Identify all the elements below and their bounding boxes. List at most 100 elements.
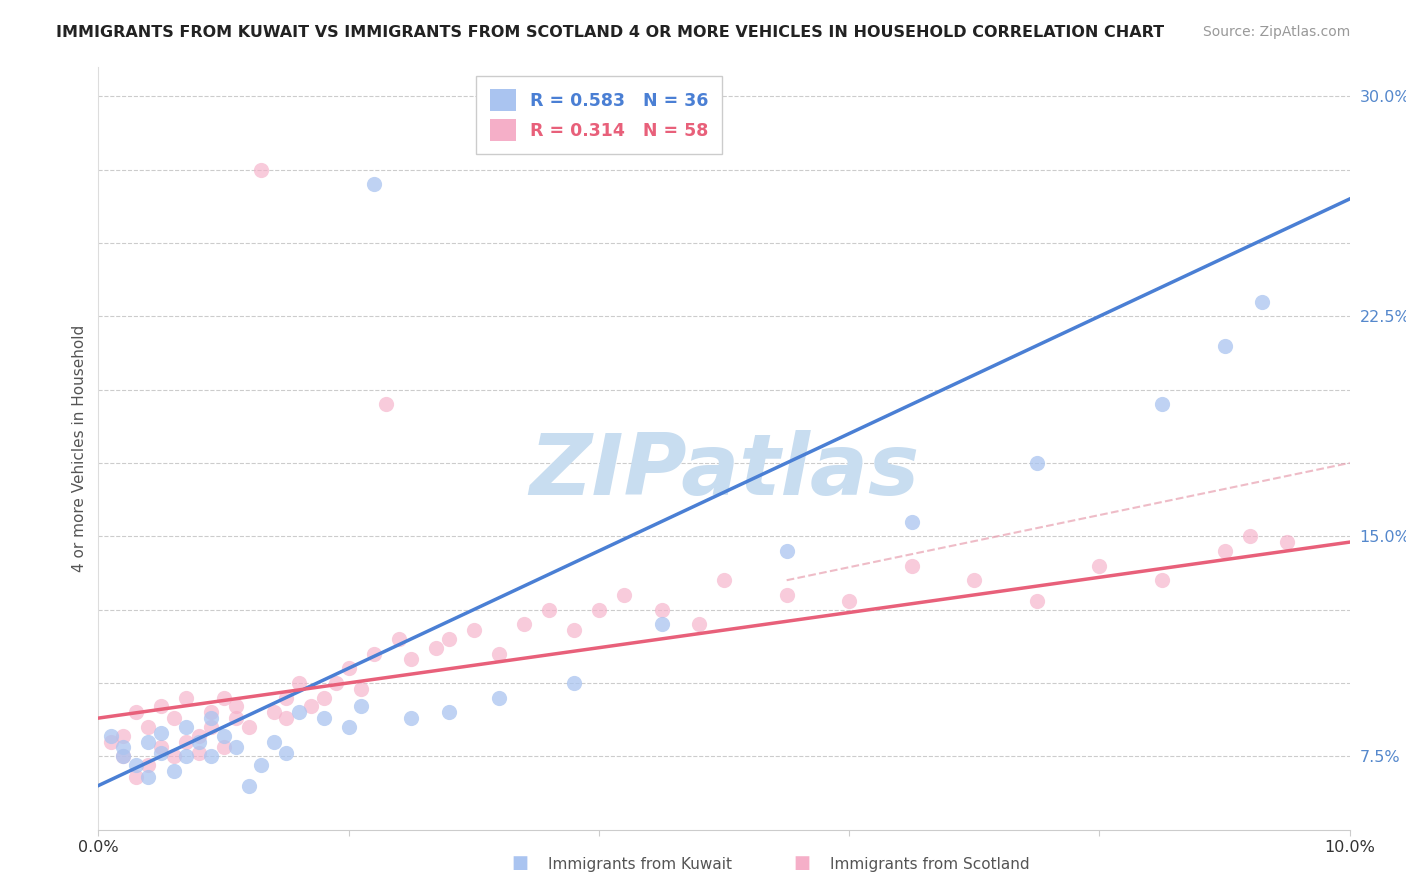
Point <box>537 602 560 616</box>
Point <box>174 690 197 705</box>
Point <box>337 720 360 734</box>
Point <box>425 640 447 655</box>
Point <box>337 661 360 675</box>
Point <box>187 729 209 743</box>
Text: ■: ■ <box>512 855 529 872</box>
Point <box>1251 294 1274 309</box>
Point <box>225 740 247 755</box>
Text: Source: ZipAtlas.com: Source: ZipAtlas.com <box>1202 25 1350 39</box>
Text: Immigrants from Scotland: Immigrants from Scotland <box>830 857 1029 872</box>
Point <box>463 623 485 637</box>
Point <box>212 729 235 743</box>
Point <box>963 573 986 587</box>
Point <box>312 690 335 705</box>
Point <box>1213 544 1236 558</box>
Point <box>274 711 298 725</box>
Point <box>713 573 735 587</box>
Legend: R = 0.583   N = 36, R = 0.314   N = 58: R = 0.583 N = 36, R = 0.314 N = 58 <box>475 76 723 154</box>
Point <box>162 764 184 778</box>
Point <box>225 711 247 725</box>
Point <box>187 746 209 760</box>
Point <box>650 602 672 616</box>
Point <box>900 515 922 529</box>
Point <box>125 705 148 719</box>
Point <box>299 699 322 714</box>
Point <box>350 699 373 714</box>
Point <box>200 711 222 725</box>
Y-axis label: 4 or more Vehicles in Household: 4 or more Vehicles in Household <box>72 325 87 572</box>
Point <box>250 162 273 177</box>
Point <box>437 632 460 646</box>
Point <box>363 178 385 192</box>
Point <box>100 734 122 748</box>
Point <box>138 720 160 734</box>
Point <box>488 690 510 705</box>
Point <box>150 746 173 760</box>
Point <box>212 690 235 705</box>
Point <box>263 734 285 748</box>
Point <box>776 544 799 558</box>
Point <box>312 711 335 725</box>
Point <box>174 749 197 764</box>
Point <box>138 770 160 784</box>
Point <box>274 690 298 705</box>
Point <box>274 746 298 760</box>
Point <box>138 734 160 748</box>
Point <box>588 602 610 616</box>
Point <box>112 749 135 764</box>
Point <box>100 729 122 743</box>
Point <box>437 705 460 719</box>
Point <box>350 681 373 696</box>
Point <box>112 749 135 764</box>
Point <box>613 588 636 602</box>
Point <box>375 397 398 411</box>
Point <box>1277 535 1299 549</box>
Point <box>513 617 536 632</box>
Point <box>187 734 209 748</box>
Point <box>401 711 423 725</box>
Point <box>1213 338 1236 352</box>
Point <box>125 770 148 784</box>
Point <box>225 699 247 714</box>
Point <box>1152 573 1174 587</box>
Point <box>287 705 309 719</box>
Point <box>238 720 260 734</box>
Point <box>776 588 799 602</box>
Point <box>1239 529 1261 543</box>
Point <box>112 740 135 755</box>
Point <box>200 705 222 719</box>
Point <box>162 749 184 764</box>
Point <box>388 632 411 646</box>
Point <box>325 676 347 690</box>
Point <box>1026 456 1049 470</box>
Point <box>287 676 309 690</box>
Point <box>488 647 510 661</box>
Point <box>1152 397 1174 411</box>
Point <box>688 617 710 632</box>
Point <box>212 740 235 755</box>
Point <box>125 758 148 772</box>
Point <box>150 725 173 739</box>
Point <box>562 676 585 690</box>
Point <box>174 734 197 748</box>
Point <box>162 711 184 725</box>
Point <box>1026 594 1049 608</box>
Point <box>174 720 197 734</box>
Point <box>650 617 672 632</box>
Text: IMMIGRANTS FROM KUWAIT VS IMMIGRANTS FROM SCOTLAND 4 OR MORE VEHICLES IN HOUSEHO: IMMIGRANTS FROM KUWAIT VS IMMIGRANTS FRO… <box>56 25 1164 40</box>
Point <box>200 720 222 734</box>
Point <box>138 758 160 772</box>
Point <box>150 699 173 714</box>
Point <box>263 705 285 719</box>
Point <box>401 652 423 666</box>
Point <box>250 758 273 772</box>
Point <box>200 749 222 764</box>
Point <box>363 647 385 661</box>
Point <box>562 623 585 637</box>
Point <box>112 729 135 743</box>
Text: Immigrants from Kuwait: Immigrants from Kuwait <box>548 857 733 872</box>
Point <box>838 594 860 608</box>
Text: ZIPatlas: ZIPatlas <box>529 430 920 513</box>
Text: ■: ■ <box>793 855 810 872</box>
Point <box>238 779 260 793</box>
